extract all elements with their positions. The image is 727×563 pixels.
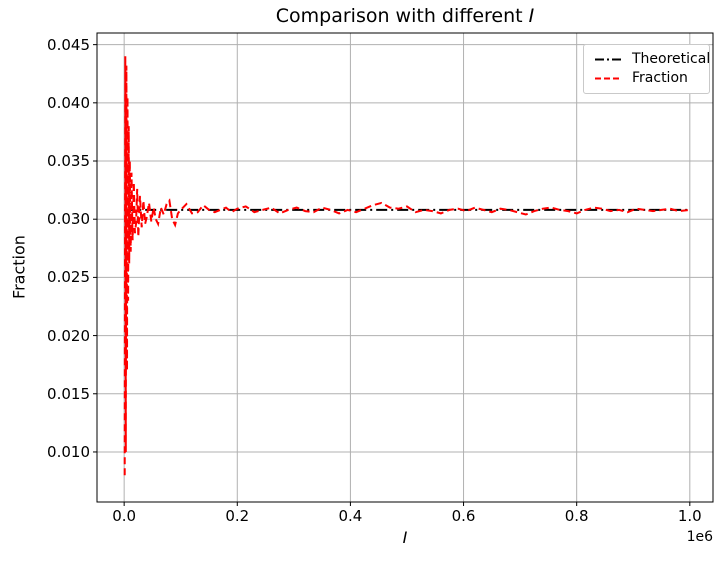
legend: Theoretical Fraction bbox=[583, 44, 710, 94]
x-axis-offset-label: 1e6 bbox=[686, 529, 713, 545]
y-axis-label: Fraction bbox=[9, 235, 29, 299]
x-tick-label: 0.8 bbox=[564, 507, 589, 525]
x-tick-label: 0.4 bbox=[338, 507, 363, 525]
y-tick-label: 0.025 bbox=[47, 268, 90, 287]
legend-entry-fraction: Fraction bbox=[594, 69, 701, 88]
x-tick-label: 1.0 bbox=[677, 507, 702, 525]
y-tick-label: 0.020 bbox=[47, 326, 90, 345]
series-group bbox=[123, 56, 690, 476]
theoretical-line-icon bbox=[595, 58, 621, 61]
chart-title: Comparison with different I bbox=[97, 5, 713, 27]
x-tick-label: 0.6 bbox=[451, 507, 476, 525]
x-tick-label: 0.2 bbox=[225, 507, 250, 525]
series-line-fraction bbox=[123, 56, 690, 476]
y-tick-label: 0.035 bbox=[47, 152, 90, 170]
chart-title-variable: I bbox=[528, 5, 535, 27]
fraction-line-icon bbox=[595, 77, 621, 80]
x-axis-label: I bbox=[402, 528, 408, 547]
legend-label-theoretical: Theoretical bbox=[632, 51, 711, 67]
legend-label-fraction: Fraction bbox=[632, 70, 688, 86]
y-tick-label: 0.040 bbox=[47, 93, 90, 112]
y-tick-label: 0.045 bbox=[47, 35, 90, 54]
y-tick-label: 0.030 bbox=[47, 210, 90, 229]
chart-title-text: Comparison with different bbox=[275, 5, 529, 27]
x-tick-label: 0.0 bbox=[112, 507, 137, 525]
axes-spines bbox=[96, 32, 714, 503]
y-tick-label: 0.015 bbox=[47, 384, 90, 403]
legend-entry-theoretical: Theoretical bbox=[594, 50, 710, 69]
y-tick-label: 0.010 bbox=[47, 442, 90, 461]
